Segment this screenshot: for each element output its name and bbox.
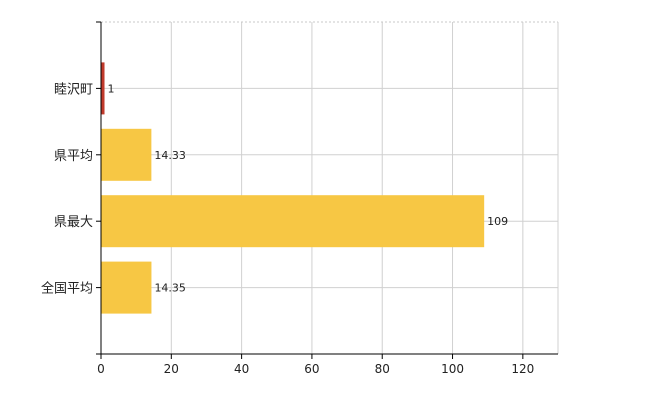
x-tick-label-5: 100 [441, 362, 464, 376]
bar-0 [101, 62, 105, 115]
bar-3 [101, 261, 152, 314]
data-label-3: 14.35 [154, 282, 186, 295]
x-tick-label-4: 80 [375, 362, 390, 376]
category-label-3: 全国平均 [41, 281, 93, 297]
x-tick-label-0: 0 [97, 362, 105, 376]
bar-1 [101, 128, 152, 181]
axes [96, 21, 558, 359]
category-label-1: 県平均 [54, 149, 93, 164]
bar-2 [101, 195, 485, 248]
x-tick-label-6: 120 [511, 362, 534, 376]
bars [101, 62, 485, 314]
x-tick-label-1: 20 [164, 362, 179, 376]
data-label-1: 14.33 [154, 149, 186, 162]
data-label-2: 109 [487, 215, 508, 228]
grid-lines [101, 21, 559, 354]
data-label-0: 1 [108, 82, 115, 95]
x-tick-label-3: 60 [304, 362, 319, 376]
x-tick-label-2: 40 [234, 362, 249, 376]
category-label-0: 睦沢町 [54, 81, 93, 97]
category-label-2: 県最大 [54, 215, 93, 230]
